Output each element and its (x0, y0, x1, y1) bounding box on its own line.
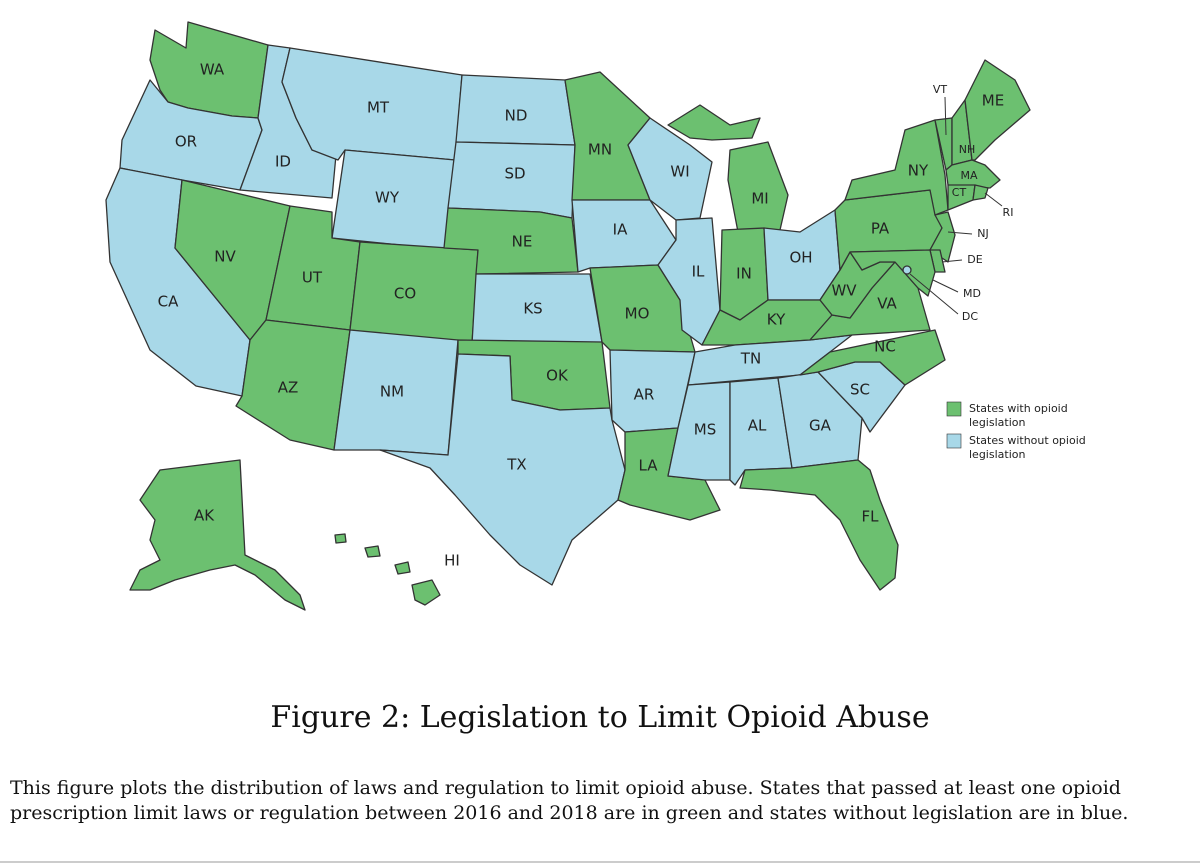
us-map: WA OR ID MT WY CA NV UT AZ CO NM ND SD N… (105, 21, 1086, 611)
label-il: IL (692, 263, 705, 281)
label-ms: MS (694, 421, 716, 439)
state-wi (627, 117, 713, 221)
state-ne (443, 207, 579, 275)
label-nc: NC (874, 338, 896, 356)
label-va: VA (877, 295, 897, 313)
label-wi: WI (670, 163, 689, 181)
label-ne: NE (512, 233, 533, 251)
label-de: DE (967, 253, 982, 266)
map-legend: States with opioid legislation States wi… (946, 401, 1086, 461)
label-ks: KS (523, 300, 542, 318)
legend-swatch-without (946, 433, 962, 449)
legend-with-line2: legislation (969, 416, 1025, 429)
state-mi-upper (667, 104, 761, 141)
label-ak: AK (194, 507, 215, 525)
state-mi (727, 141, 789, 233)
label-mo: MO (625, 305, 650, 323)
label-ct: CT (952, 186, 967, 199)
label-pa: PA (871, 220, 890, 238)
label-wy: WY (375, 189, 400, 207)
state-ak (129, 459, 306, 611)
label-hi: HI (444, 552, 460, 570)
label-vt: VT (933, 83, 948, 96)
label-ut: UT (302, 269, 323, 287)
state-il (657, 217, 721, 346)
figure-caption-title: Figure 2: Legislation to Limit Opioid Ab… (270, 700, 930, 735)
state-dc (902, 265, 912, 275)
label-nv: NV (214, 248, 236, 266)
label-ma: MA (960, 169, 977, 182)
state-nc (799, 329, 946, 386)
figure-caption-body: This figure plots the distribution of la… (10, 777, 1129, 824)
state-hi (411, 579, 441, 606)
label-al: AL (748, 417, 767, 435)
label-ri: RI (1003, 206, 1014, 219)
label-az: AZ (278, 379, 299, 397)
state-fl (739, 459, 899, 591)
label-ca: CA (158, 293, 179, 311)
label-in: IN (736, 265, 752, 283)
label-me: ME (982, 92, 1004, 110)
label-id: ID (275, 153, 291, 171)
label-nh: NH (959, 143, 976, 156)
label-wa: WA (200, 61, 225, 79)
label-nj: NJ (977, 227, 988, 240)
legend-without-line2: legislation (969, 448, 1025, 461)
label-co: CO (394, 285, 416, 303)
label-fl: FL (862, 508, 880, 526)
bottom-divider (0, 861, 1200, 863)
state-hi-island-maui (394, 561, 411, 575)
label-sc: SC (850, 381, 870, 399)
label-sd: SD (504, 165, 525, 183)
label-ar: AR (634, 386, 655, 404)
label-tn: TN (740, 350, 761, 368)
label-dc: DC (962, 310, 978, 323)
legend-with-line1: States with opioid (969, 402, 1068, 415)
state-hi-island-oahu (364, 545, 381, 558)
label-md: MD (963, 287, 981, 300)
label-ia: IA (613, 221, 628, 239)
label-tx: TX (506, 456, 526, 474)
label-mt: MT (367, 99, 390, 117)
state-ri (972, 184, 989, 201)
label-ny: NY (908, 162, 929, 180)
label-ga: GA (809, 417, 832, 435)
legend-without-line1: States without opioid (969, 434, 1086, 447)
label-nd: ND (505, 107, 528, 125)
label-la: LA (639, 457, 659, 475)
label-ok: OK (546, 367, 569, 385)
label-mn: MN (588, 141, 612, 159)
label-or: OR (175, 133, 197, 151)
label-wv: WV (831, 282, 857, 300)
state-ny (844, 119, 949, 216)
state-hi-island-kauai (334, 533, 347, 544)
legend-swatch-with (946, 401, 962, 417)
state-tx (379, 353, 626, 586)
label-oh: OH (789, 249, 812, 267)
label-mi: MI (751, 190, 768, 208)
state-md (849, 249, 936, 297)
label-nm: NM (380, 383, 404, 401)
label-ky: KY (767, 311, 786, 329)
us-map-figure: WA OR ID MT WY CA NV UT AZ CO NM ND SD N… (105, 21, 1086, 611)
